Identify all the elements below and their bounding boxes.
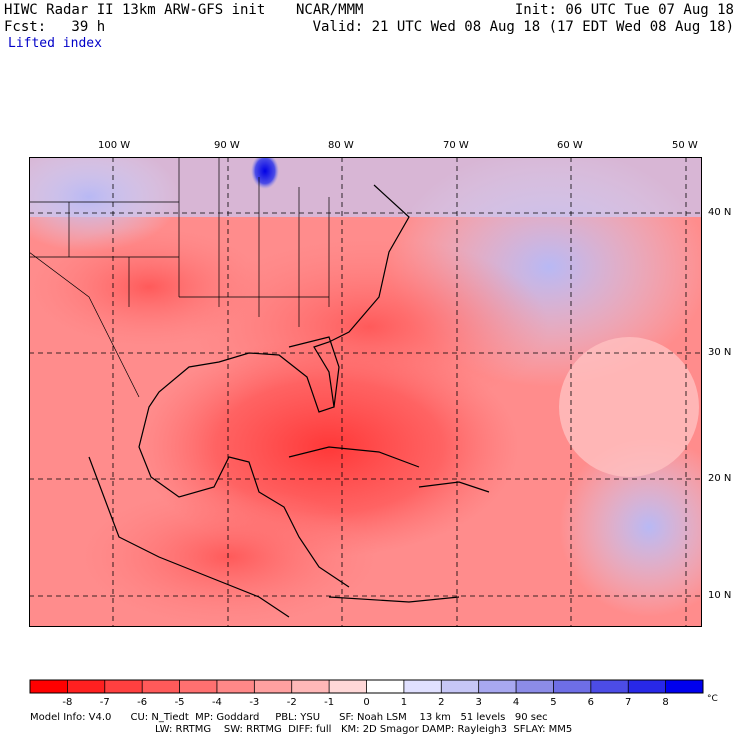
state-borders: [29, 157, 330, 398]
lon-label: 90 W: [214, 140, 240, 151]
southeast-stable-area: [559, 437, 702, 617]
us-state-lines: [29, 157, 330, 327]
colorbar-tick-label: 8: [662, 697, 668, 707]
us-gulf-coast: [138, 184, 410, 588]
lat-label: 20 N: [708, 473, 732, 484]
model-info-line-2: LW: RRTMG SW: RRTMG DIFF: full KM: 2D Sm…: [155, 724, 573, 735]
colorbar-tick-label: 5: [550, 697, 556, 707]
mexico-pacific-coast: [88, 456, 290, 618]
colorbar-tick-label: -1: [324, 697, 334, 707]
colorbar-swatch: [179, 680, 217, 693]
colorbar-swatch: [67, 680, 105, 693]
plains-unstable-area: [29, 227, 269, 347]
us-mexico-border: [29, 251, 140, 398]
colorbar-swatch: [516, 680, 554, 693]
colorbar-tick-label: 4: [513, 697, 519, 707]
lon-label: 70 W: [443, 140, 469, 151]
colorbar-swatch: [216, 680, 255, 693]
forecast-hour: Fcst: 39 h: [4, 19, 106, 35]
colorbar-swatch: [441, 680, 479, 693]
lon-label: 60 W: [557, 140, 583, 151]
colorbar-swatch: [403, 680, 442, 693]
valid-time: Valid: 21 UTC Wed 08 Aug 18 (17 EDT Wed …: [312, 19, 734, 35]
colorbar-tick-label: -6: [137, 697, 147, 707]
atlantic-weak-area: [559, 337, 699, 477]
colorbar-tick-label: 6: [588, 697, 594, 707]
map-frame: [29, 157, 702, 627]
colorbar-swatch: [30, 680, 68, 693]
colorbar-tick-label: 3: [475, 697, 481, 707]
colorbar-tick-label: -2: [287, 697, 297, 707]
colorbar-tick-label: 7: [625, 697, 631, 707]
cuba-coast: [288, 446, 420, 468]
organization-label: NCAR/MMM: [296, 2, 364, 18]
model-title: HIWC Radar II 13km ARW-GFS init: [4, 2, 266, 18]
colorbar-swatch: [590, 680, 629, 693]
colorbar-tick-label: -3: [249, 697, 259, 707]
colorbar-tick-label: -8: [62, 697, 72, 707]
colorbar-swatch: [665, 680, 703, 693]
colorbar-swatch: [291, 680, 330, 693]
central-america-unstable-area: [79, 487, 379, 627]
colorbar-tick-label: -4: [212, 697, 222, 707]
lon-label: 100 W: [98, 140, 131, 151]
field-name: Lifted index: [8, 36, 102, 51]
colorbar-swatch: [628, 680, 666, 693]
lake-michigan-minimum: [251, 157, 279, 189]
colorbar-tick-label: 1: [401, 697, 407, 707]
florida-coast: [288, 336, 340, 408]
colorbar-swatch: [553, 680, 591, 693]
colorbar-swatch: [366, 680, 404, 693]
colorbar-tick-label: -7: [100, 697, 110, 707]
colorbar-swatch: [104, 680, 143, 693]
lat-label: 30 N: [708, 347, 732, 358]
colorbar-swatch: [478, 680, 517, 693]
lat-label: 40 N: [708, 207, 732, 218]
colorbar-swatch: [254, 680, 292, 693]
lon-label: 80 W: [328, 140, 354, 151]
hispaniola-coast: [418, 481, 490, 493]
lon-label: 50 W: [672, 140, 698, 151]
colorbar-swatch: [329, 680, 367, 693]
colorbar-tick-label: 2: [438, 697, 444, 707]
colorbar-unit: °C: [707, 694, 718, 704]
graticule: [29, 157, 702, 627]
colorbar-swatch: [142, 680, 180, 693]
init-time: Init: 06 UTC Tue 07 Aug 18: [514, 2, 734, 18]
colorbar: -8 -7 -6 -5 -4 -3 -2 -1 0 1 2 3 4 5 6 7 8 °C: [29, 679, 718, 707]
colorbar-tick-label: 0: [363, 697, 369, 707]
lifted-index-map: [29, 157, 702, 627]
coastlines: [88, 184, 490, 618]
south-america-coast: [328, 596, 460, 603]
model-info-line-1: Model Info: V4.0 CU: N_Tiedt MP: Goddard…: [30, 712, 548, 723]
colorbar-tick-label: -5: [175, 697, 185, 707]
lat-label: 10 N: [708, 590, 732, 601]
